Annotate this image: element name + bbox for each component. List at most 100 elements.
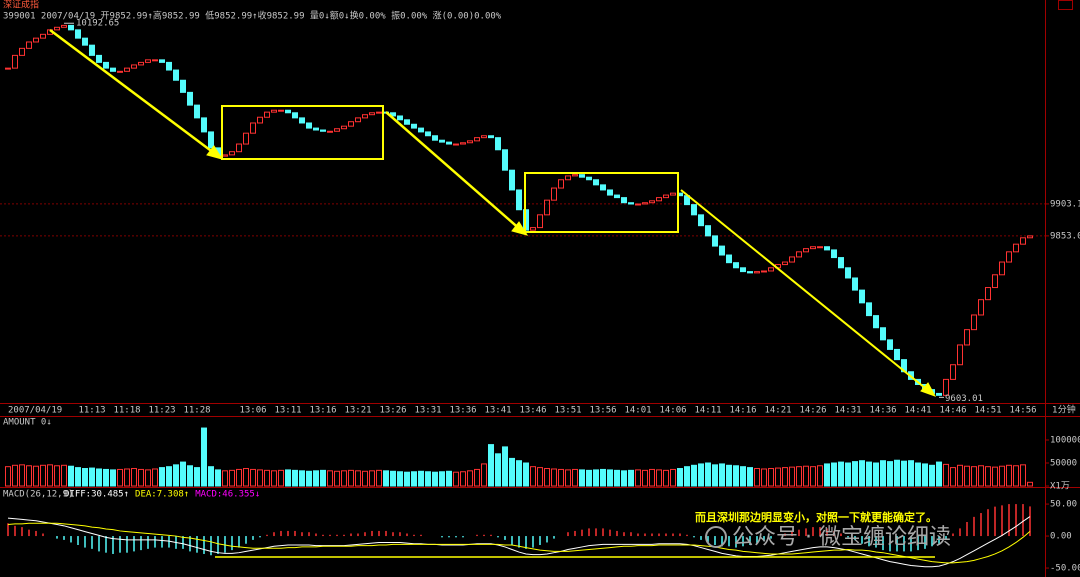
volume-bar: [600, 468, 606, 487]
candle: [138, 61, 144, 66]
arrow-head: [206, 145, 224, 160]
volume-bar: [614, 469, 620, 487]
candle: [320, 129, 326, 132]
volume-bar: [691, 464, 697, 487]
volume-bar: [82, 468, 88, 487]
volume-bar: [243, 468, 249, 487]
candle: [614, 194, 620, 199]
arrow: [385, 111, 523, 232]
candle: [621, 197, 627, 204]
x-tick-label: 13:56: [589, 406, 616, 416]
volume-bar: [838, 461, 844, 487]
x-tick-label: 14:21: [764, 406, 791, 416]
volume-bar: [54, 465, 60, 487]
candle: [124, 67, 130, 72]
volume-bar: [481, 463, 487, 487]
volume-bar: [817, 465, 823, 487]
candle: [796, 251, 802, 258]
candle: [166, 61, 172, 71]
candle: [306, 122, 312, 129]
volume-bar: [712, 464, 718, 487]
volume-bar: [488, 444, 494, 487]
volume-bar: [621, 470, 627, 487]
candle: [243, 132, 249, 145]
candle: [117, 70, 123, 73]
volume-bar: [166, 466, 172, 487]
candle: [376, 111, 382, 114]
x-tick-label: 13:06: [239, 406, 266, 416]
volume-bar: [775, 467, 781, 487]
volume-bar: [12, 464, 18, 487]
candle: [257, 116, 263, 124]
candle: [845, 267, 851, 279]
y-tick-label: -50.00: [1050, 564, 1080, 574]
window-control[interactable]: [1058, 0, 1073, 10]
volume-bar: [362, 470, 368, 487]
highlight-box: [524, 172, 679, 233]
candle: [418, 127, 424, 133]
volume-bar: [187, 465, 193, 487]
volume-bar: [565, 469, 571, 487]
volume-bar: [138, 468, 144, 487]
volume-bar: [859, 460, 865, 487]
volume-bar: [649, 468, 655, 487]
candle: [208, 131, 214, 149]
candle: [747, 271, 753, 274]
candle: [635, 203, 641, 206]
volume-bar: [215, 469, 221, 487]
volume-bar: [446, 470, 452, 487]
plot: 9903.1 9853.0 2007/04/19 11:13 11:18 11:23 11:…: [0, 19, 1080, 574]
candle: [607, 189, 613, 196]
volume-bar: [173, 464, 179, 487]
volume-bar: [761, 468, 767, 487]
volume-bar: [194, 467, 200, 487]
candle: [985, 287, 991, 301]
volume-bar: [201, 427, 207, 487]
candle: [40, 33, 46, 39]
volume-bar: [628, 469, 634, 487]
candle: [425, 131, 431, 137]
volume-bar: [110, 469, 116, 487]
candle: [572, 174, 578, 177]
volume-bar: [782, 467, 788, 487]
volume-bar: [936, 461, 942, 487]
volume-title: AMOUNT 0↓: [3, 418, 52, 428]
candle: [600, 184, 606, 191]
volume-bar: [635, 469, 641, 487]
volume-bar: [299, 470, 305, 487]
volume-bar: [1020, 464, 1026, 487]
macd-readout: DEA:7.308↑: [135, 490, 189, 500]
candle: [586, 176, 592, 181]
candle: [551, 187, 557, 201]
candle: [712, 235, 718, 247]
volume-bar: [747, 467, 753, 487]
period-label[interactable]: 1分钟: [1052, 404, 1076, 416]
candle: [264, 111, 270, 118]
low-label: 9603.01: [945, 394, 983, 404]
candle: [663, 194, 669, 199]
candle: [271, 109, 277, 113]
candle: [229, 151, 235, 156]
arrow-head: [920, 382, 937, 397]
arrow-head: [511, 221, 529, 236]
candle: [110, 67, 116, 72]
candle: [530, 227, 536, 231]
candle: [411, 123, 417, 129]
volume-bar: [467, 470, 473, 487]
candle: [194, 104, 200, 119]
volume-bar: [68, 465, 74, 487]
volume-bar: [607, 469, 613, 487]
candle: [292, 112, 298, 119]
candle: [54, 26, 60, 31]
candle: [761, 270, 767, 273]
y-tick-label: 9903.1: [1050, 199, 1080, 209]
candle: [334, 128, 340, 132]
volume-bar: [789, 466, 795, 487]
volume-bar: [698, 463, 704, 487]
volume-bar: [432, 471, 438, 487]
x-tick-label: 2007/04/19: [8, 406, 62, 416]
candle: [656, 197, 662, 202]
candle: [873, 315, 879, 329]
candle: [691, 204, 697, 216]
